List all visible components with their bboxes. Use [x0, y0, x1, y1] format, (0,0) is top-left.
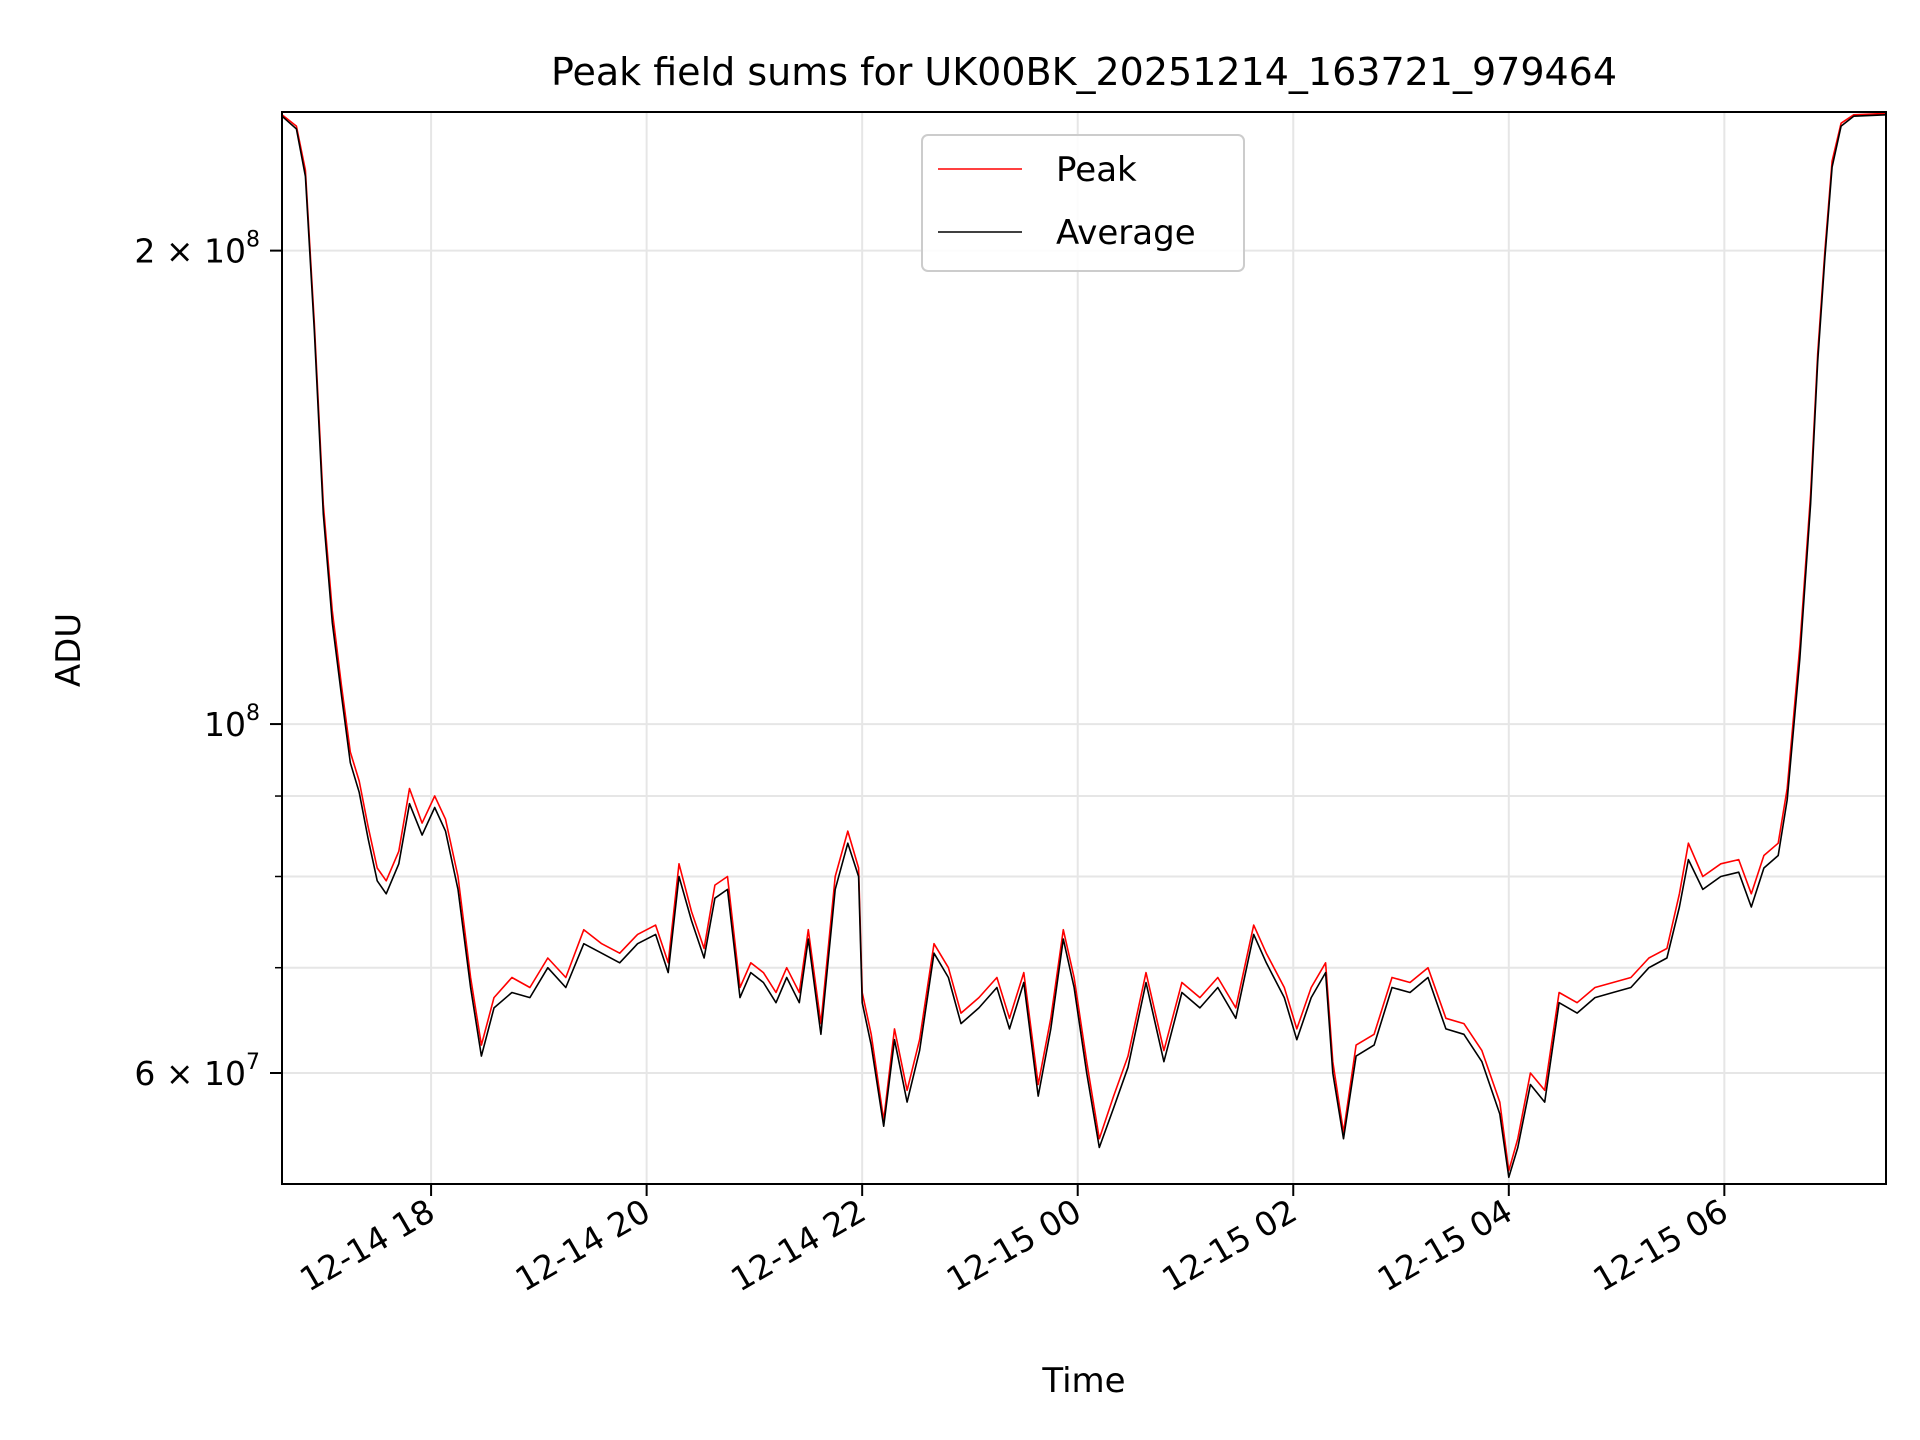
y-tick-label: 2 × 108 [134, 228, 260, 271]
plot-frame [281, 111, 1887, 1185]
y-tick-label: 6 × 107 [134, 1050, 260, 1093]
series-line-average [281, 114, 1887, 1179]
series-line-peak [281, 112, 1887, 1172]
legend-label-peak: Peak [1056, 150, 1137, 190]
chart-title: Peak field sums for UK00BK_20251214_1637… [551, 50, 1617, 94]
series-lines [281, 112, 1887, 1179]
y-axis-label: ADU [49, 613, 89, 687]
y-tick-label: 108 [204, 701, 260, 744]
y-axis-ticks: 6 × 107 108 2 × 108 [134, 228, 282, 1093]
legend: Peak Average [921, 134, 1245, 272]
legend-label-average: Average [1056, 213, 1196, 253]
x-axis-label: Time [1041, 1361, 1125, 1401]
grid [282, 112, 1886, 1184]
